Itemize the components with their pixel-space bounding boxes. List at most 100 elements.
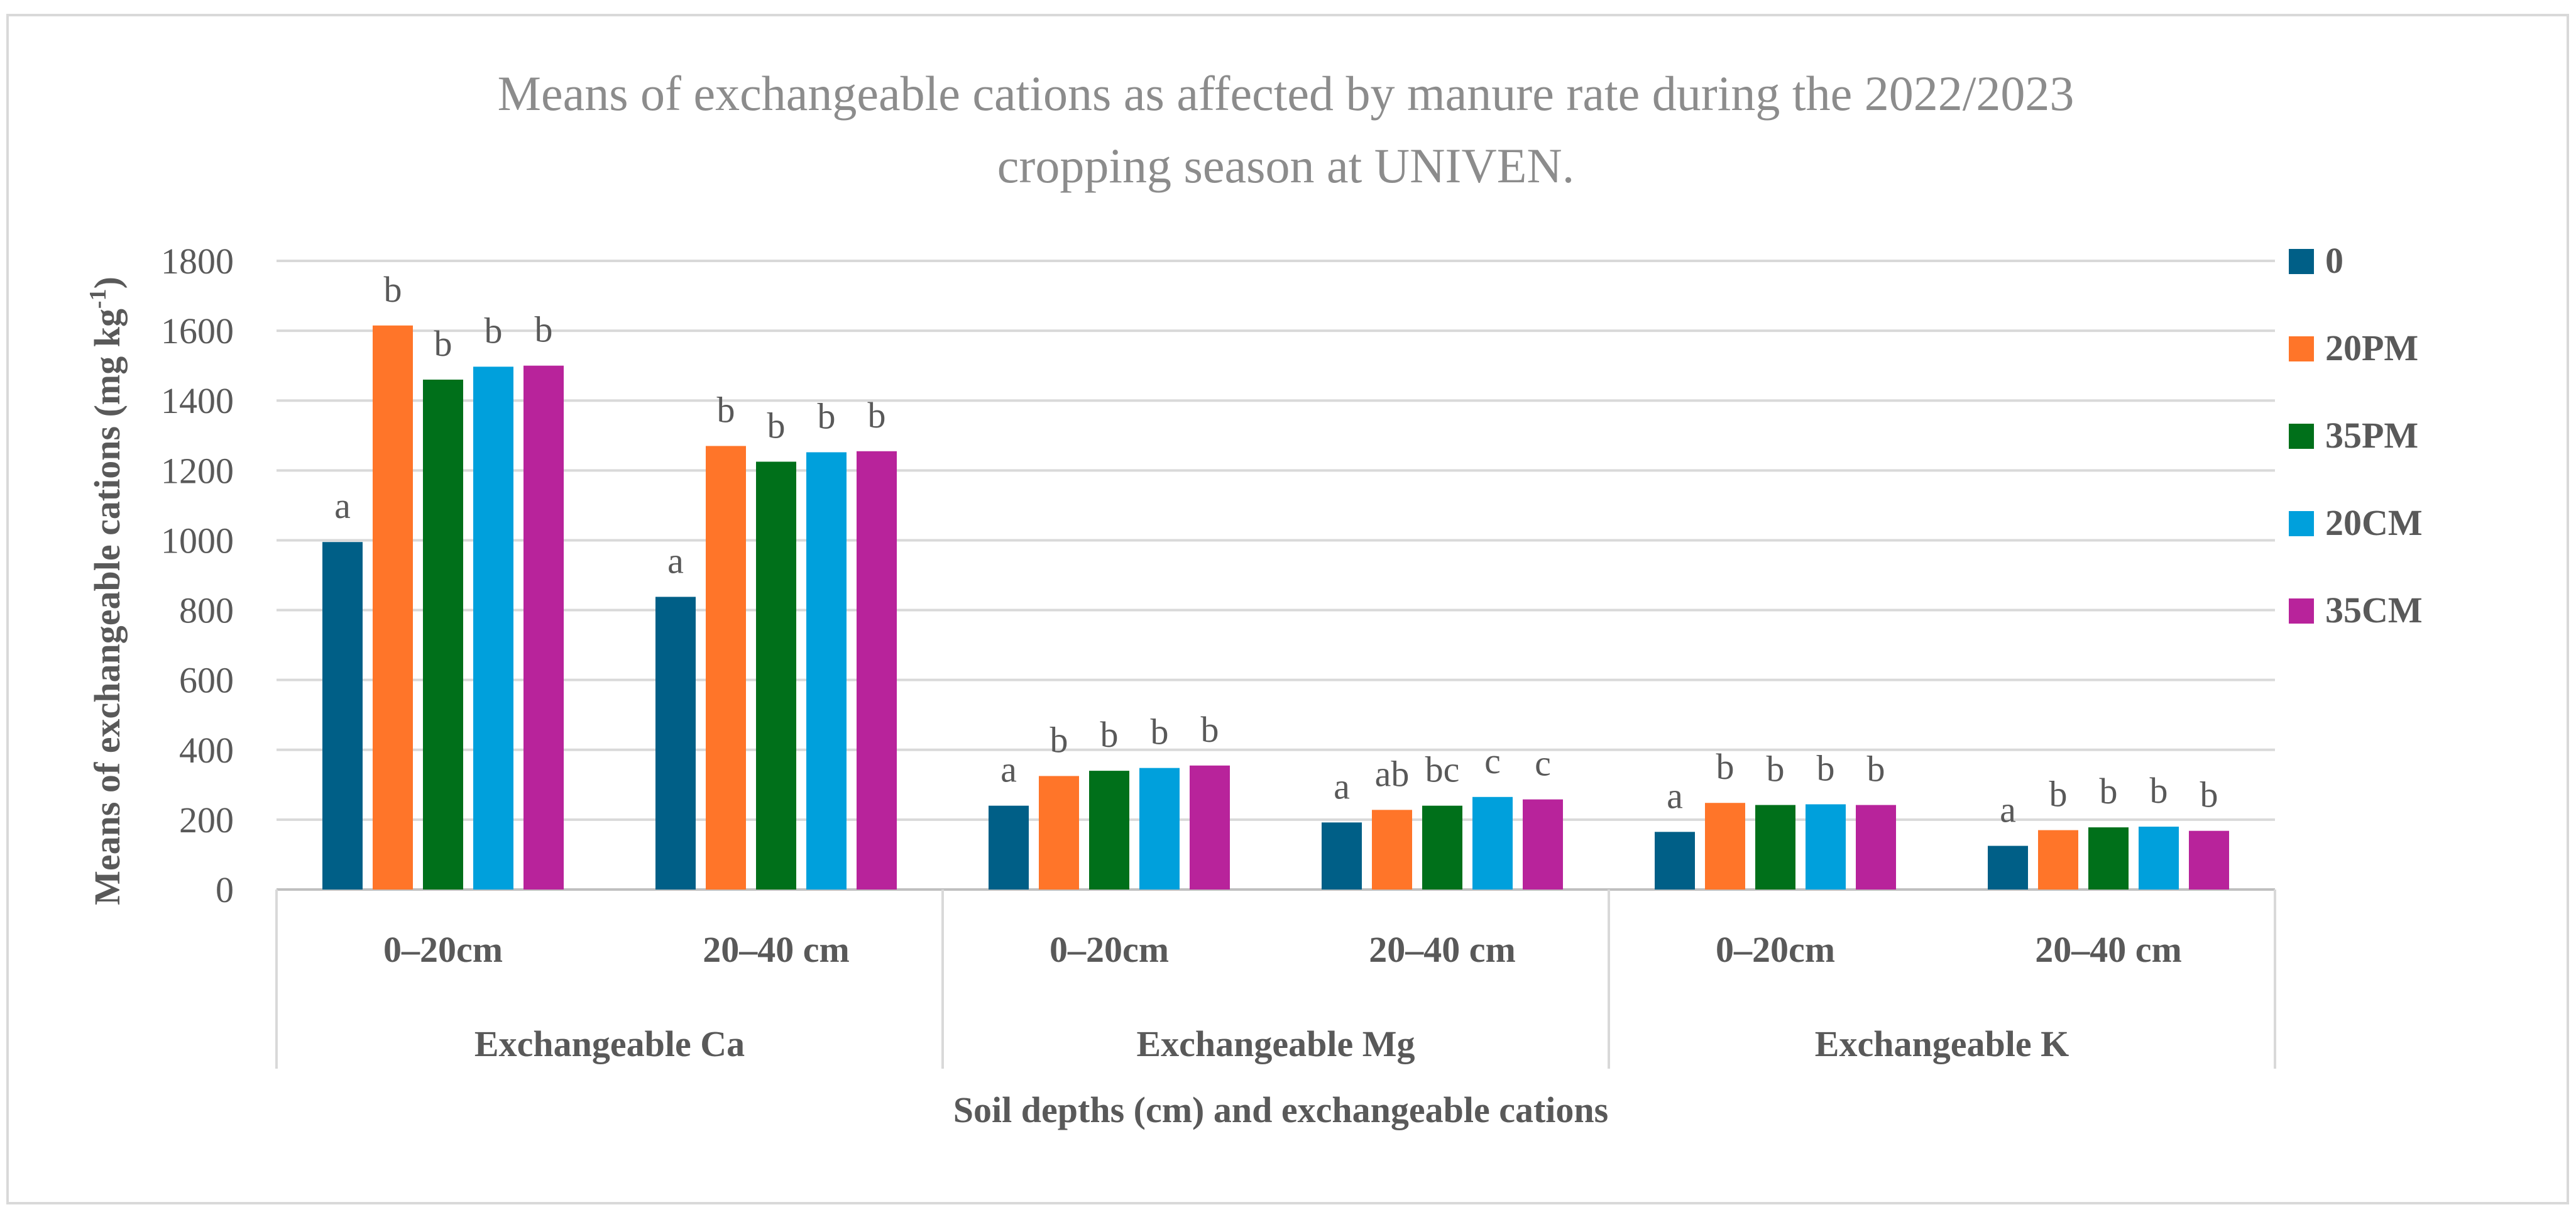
- bar-0-4: [1655, 832, 1695, 890]
- sig-label-35PM-4: b: [1767, 749, 1785, 790]
- sig-label-35CM-5: b: [2200, 774, 2218, 815]
- bar-35PM-1: [756, 461, 796, 890]
- sig-label-20CM-5: b: [2150, 770, 2168, 811]
- bar-35CM-4: [1856, 805, 1896, 890]
- y-tick-label-1000: 1000: [161, 520, 234, 561]
- y-axis-title-text: Means of exchangeable cations (mg kg: [87, 309, 128, 905]
- category-label-2-0: 0–20cm: [1716, 929, 1835, 970]
- bar-20CM-3: [1472, 796, 1513, 890]
- sig-label-35PM-2: b: [1100, 714, 1119, 755]
- y-tick-label-1800: 1800: [161, 241, 234, 282]
- bar-20CM-4: [1806, 804, 1846, 890]
- bar-35CM-5: [2189, 830, 2229, 890]
- sig-label-20CM-2: b: [1151, 712, 1169, 752]
- bar-20CM-1: [806, 452, 847, 890]
- bar-20PM-1: [706, 446, 746, 890]
- y-tick-label-600: 600: [179, 660, 234, 701]
- sig-label-0-0: a: [334, 485, 351, 526]
- sig-label-0-3: a: [1334, 766, 1350, 807]
- bar-20PM-5: [2038, 830, 2078, 890]
- bar-35PM-2: [1089, 771, 1129, 890]
- legend-label-35PM: 35PM: [2325, 415, 2418, 456]
- chart-title-line-2: cropping season at UNIVEN.: [997, 138, 1574, 193]
- bar-35CM-1: [857, 451, 897, 890]
- sig-label-20PM-3: ab: [1375, 753, 1410, 794]
- sig-label-0-2: a: [1000, 749, 1017, 790]
- legend-swatch-35CM: [2289, 598, 2314, 624]
- sig-label-20CM-4: b: [1817, 747, 1835, 788]
- bar-35PM-4: [1755, 805, 1795, 890]
- group-label-2: Exchangeable K: [1815, 1023, 2069, 1064]
- sig-label-20CM-0: b: [485, 310, 503, 351]
- legend: 0 20PM 35PM 20CM 35CM: [2289, 240, 2423, 631]
- bar-20CM-5: [2139, 827, 2179, 890]
- bar-35PM-5: [2088, 827, 2129, 890]
- group-label-1: Exchangeable Mg: [1136, 1023, 1415, 1064]
- chart-title-line-1: Means of exchangeable cations as affecte…: [498, 66, 2075, 121]
- bar-35CM-3: [1523, 799, 1563, 890]
- category-label-0-1: 20–40 cm: [703, 929, 850, 970]
- group-label-0: Exchangeable Ca: [474, 1023, 745, 1064]
- sig-label-0-1: a: [667, 540, 684, 581]
- bar-0-0: [322, 542, 363, 890]
- sig-label-20CM-1: b: [818, 395, 836, 436]
- bar-20PM-4: [1705, 803, 1745, 890]
- bar-35PM-0: [423, 379, 463, 890]
- bar-20PM-2: [1039, 776, 1079, 890]
- sig-label-20PM-5: b: [2049, 774, 2068, 815]
- sig-label-20PM-2: b: [1050, 719, 1068, 760]
- y-tick-label-400: 400: [179, 730, 234, 771]
- category-label-0-0: 0–20cm: [383, 929, 503, 970]
- legend-label-0: 0: [2325, 240, 2343, 281]
- legend-label-20CM: 20CM: [2325, 502, 2423, 543]
- legend-swatch-20CM: [2289, 511, 2314, 536]
- y-axis-title-superscript: -1: [85, 289, 111, 309]
- sig-label-35CM-4: b: [1867, 749, 1885, 790]
- sig-label-35CM-3: c: [1535, 743, 1551, 784]
- legend-swatch-0: [2289, 249, 2314, 274]
- sig-label-35CM-0: b: [535, 309, 553, 350]
- y-tick-label-800: 800: [179, 590, 234, 631]
- bar-20CM-0: [473, 366, 513, 890]
- category-label-1-0: 0–20cm: [1050, 929, 1169, 970]
- bar-35CM-2: [1190, 765, 1230, 890]
- sig-label-35PM-0: b: [434, 323, 452, 364]
- bar-20PM-3: [1372, 810, 1412, 890]
- legend-swatch-35PM: [2289, 424, 2314, 449]
- y-tick-label-1400: 1400: [161, 380, 234, 421]
- legend-label-35CM: 35CM: [2325, 590, 2423, 631]
- sig-label-35CM-1: b: [868, 395, 886, 436]
- sig-label-20CM-3: c: [1484, 741, 1501, 781]
- bar-0-5: [1988, 846, 2028, 890]
- sig-label-0-4: a: [1667, 775, 1683, 816]
- bar-20CM-2: [1139, 768, 1180, 890]
- y-axis-title-close: ): [87, 277, 128, 289]
- y-axis-ticks: 0 200 400 600 800 1000 1200 1400 1600 1800: [161, 241, 234, 910]
- sig-label-20PM-1: b: [717, 389, 735, 430]
- legend-swatch-20PM: [2289, 336, 2314, 361]
- bar-0-2: [989, 805, 1029, 890]
- bar-35PM-3: [1422, 805, 1462, 890]
- sig-label-35PM-1: b: [767, 405, 786, 446]
- gridlines: [277, 260, 2275, 891]
- y-tick-label-0: 0: [216, 869, 234, 910]
- category-label-2-1: 20–40 cm: [2035, 929, 2182, 970]
- y-axis-title: Means of exchangeable cations (mg kg-1): [85, 277, 128, 905]
- sig-label-20PM-4: b: [1716, 746, 1735, 787]
- bar-35CM-0: [523, 365, 564, 890]
- sig-label-0-5: a: [2000, 790, 2016, 830]
- bar-0-3: [1322, 822, 1362, 890]
- legend-label-20PM: 20PM: [2325, 328, 2418, 368]
- bars: [322, 325, 2229, 890]
- sig-label-35CM-2: b: [1201, 709, 1219, 750]
- sig-label-20PM-0: b: [384, 269, 402, 310]
- category-label-1-1: 20–40 cm: [1369, 929, 1516, 970]
- y-tick-label-1200: 1200: [161, 450, 234, 491]
- y-tick-label-1600: 1600: [161, 311, 234, 351]
- y-tick-label-200: 200: [179, 800, 234, 840]
- x-axis-title: Soil depths (cm) and exchangeable cation…: [953, 1089, 1608, 1130]
- bar-20PM-0: [373, 325, 413, 890]
